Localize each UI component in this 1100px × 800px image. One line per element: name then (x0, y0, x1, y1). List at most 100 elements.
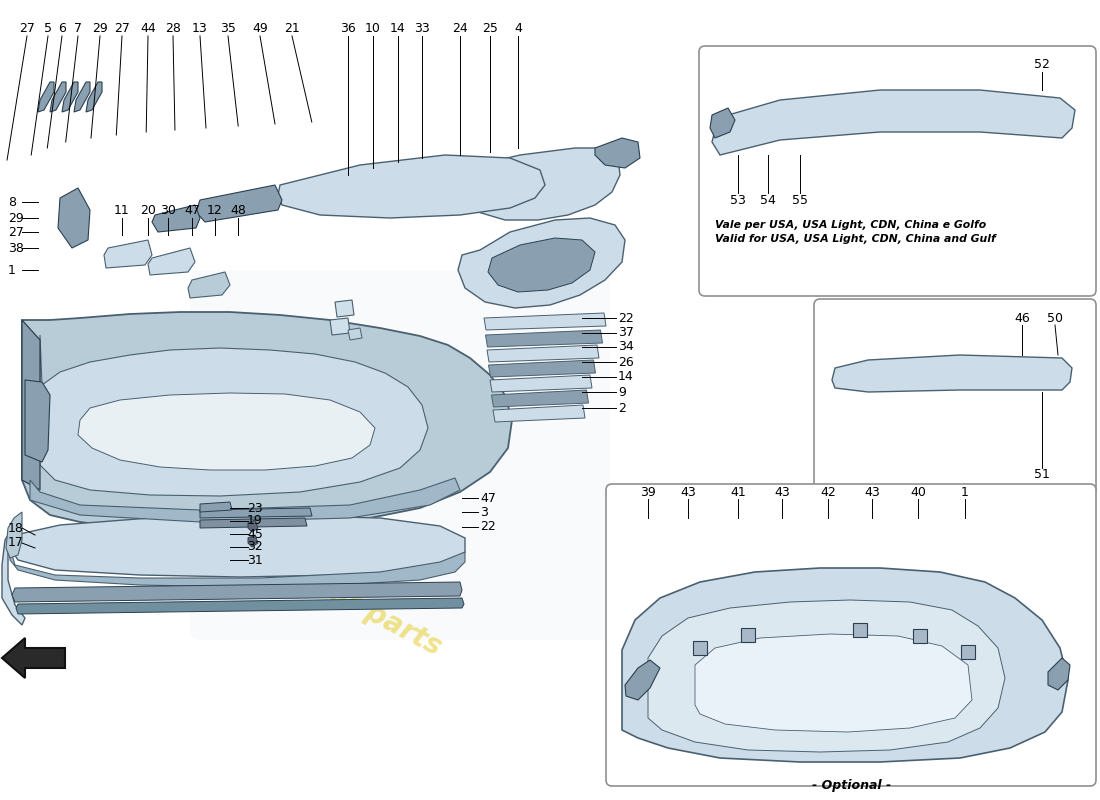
Text: 22: 22 (480, 521, 496, 534)
Polygon shape (62, 82, 78, 112)
Text: 50: 50 (1047, 311, 1063, 325)
Polygon shape (22, 320, 40, 490)
Polygon shape (196, 185, 282, 222)
Text: 39: 39 (640, 486, 656, 498)
Text: 46: 46 (1014, 311, 1030, 325)
Text: 45: 45 (248, 527, 263, 541)
Polygon shape (485, 330, 603, 347)
Text: Valid for USA, USA Light, CDN, China and Gulf: Valid for USA, USA Light, CDN, China and… (715, 234, 996, 244)
Polygon shape (25, 380, 50, 462)
Polygon shape (248, 535, 258, 547)
Text: 43: 43 (865, 486, 880, 498)
Text: 54: 54 (760, 194, 775, 206)
Polygon shape (6, 512, 22, 558)
Polygon shape (2, 638, 65, 678)
Text: Vale per USA, USA Light, CDN, China e Golfo: Vale per USA, USA Light, CDN, China e Go… (715, 220, 987, 230)
Text: 24: 24 (452, 22, 468, 34)
Polygon shape (488, 360, 595, 377)
Bar (693, 641, 707, 655)
Text: 52: 52 (1034, 58, 1049, 71)
Text: 33: 33 (414, 22, 430, 34)
Text: 40: 40 (910, 486, 926, 498)
Text: 1: 1 (961, 486, 969, 498)
Polygon shape (12, 582, 462, 602)
Text: 38: 38 (8, 242, 24, 254)
Polygon shape (336, 300, 354, 317)
Text: 19: 19 (248, 514, 263, 527)
Polygon shape (50, 82, 66, 112)
Text: 12: 12 (207, 203, 223, 217)
Polygon shape (488, 238, 595, 292)
Polygon shape (458, 218, 625, 308)
Text: 49: 49 (252, 22, 268, 34)
Polygon shape (200, 508, 312, 518)
FancyBboxPatch shape (698, 46, 1096, 296)
Polygon shape (330, 318, 350, 335)
Text: 13: 13 (192, 22, 208, 34)
Text: 47: 47 (480, 491, 496, 505)
Polygon shape (710, 108, 735, 138)
Text: 43: 43 (680, 486, 696, 498)
Polygon shape (16, 598, 464, 614)
Text: 31: 31 (248, 554, 263, 566)
Polygon shape (86, 82, 102, 112)
Polygon shape (78, 393, 375, 470)
Text: 28: 28 (165, 22, 180, 34)
Polygon shape (492, 390, 588, 407)
Text: 29: 29 (8, 211, 24, 225)
Polygon shape (695, 634, 972, 732)
Text: 53: 53 (730, 194, 746, 206)
Polygon shape (1048, 658, 1070, 690)
Polygon shape (248, 520, 258, 532)
Polygon shape (188, 272, 230, 298)
Polygon shape (712, 90, 1075, 155)
Polygon shape (2, 535, 25, 625)
Polygon shape (200, 518, 307, 528)
Polygon shape (22, 312, 512, 530)
Polygon shape (104, 240, 152, 268)
Polygon shape (625, 660, 660, 700)
Text: 41: 41 (730, 486, 746, 498)
Polygon shape (148, 248, 195, 275)
Polygon shape (832, 355, 1072, 392)
Polygon shape (460, 148, 620, 220)
Text: 23: 23 (248, 502, 263, 514)
Text: 14: 14 (390, 22, 406, 34)
Text: 10: 10 (365, 22, 381, 34)
Text: 27: 27 (114, 22, 130, 34)
Polygon shape (40, 335, 428, 496)
Polygon shape (10, 515, 465, 577)
Text: 21: 21 (284, 22, 300, 34)
Bar (961, 645, 975, 659)
FancyBboxPatch shape (814, 299, 1096, 496)
Text: 26: 26 (618, 355, 634, 369)
Text: 20: 20 (140, 203, 156, 217)
Text: 44: 44 (140, 22, 156, 34)
Text: 32: 32 (248, 541, 263, 554)
Polygon shape (30, 478, 460, 522)
Text: 3: 3 (480, 506, 488, 518)
Polygon shape (200, 502, 232, 512)
Polygon shape (74, 82, 90, 112)
Text: 37: 37 (618, 326, 634, 339)
Text: 5: 5 (44, 22, 52, 34)
Polygon shape (348, 328, 362, 340)
Text: 30: 30 (161, 203, 176, 217)
Polygon shape (493, 405, 585, 422)
Text: 4: 4 (514, 22, 521, 34)
Polygon shape (152, 205, 200, 232)
Text: 7: 7 (74, 22, 82, 34)
Text: 43: 43 (774, 486, 790, 498)
Polygon shape (595, 138, 640, 168)
Text: 14: 14 (618, 370, 634, 383)
Polygon shape (621, 568, 1068, 762)
Text: 27: 27 (8, 226, 24, 238)
Bar (913, 629, 927, 643)
Text: 34: 34 (618, 341, 634, 354)
Text: 8: 8 (8, 195, 16, 209)
Text: 11: 11 (114, 203, 130, 217)
Text: 55: 55 (792, 194, 808, 206)
Text: 29: 29 (92, 22, 108, 34)
Text: - Optional -: - Optional - (813, 778, 892, 791)
Text: 27: 27 (19, 22, 35, 34)
